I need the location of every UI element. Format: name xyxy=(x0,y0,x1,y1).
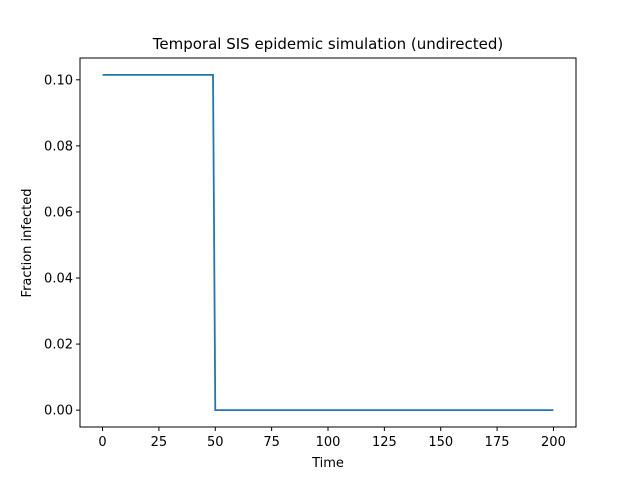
x-tick-label: 25 xyxy=(151,435,168,450)
y-tick-label: 0.00 xyxy=(44,404,73,419)
x-axis-label: Time xyxy=(311,456,344,471)
plot-area xyxy=(102,73,554,412)
x-tick-label: 50 xyxy=(207,435,224,450)
y-axis: 0.00 0.02 0.04 0.06 0.08 0.10 xyxy=(44,73,80,419)
y-tick-label: 0.02 xyxy=(44,338,73,353)
axes-frame xyxy=(79,57,577,428)
y-tick-label: 0.08 xyxy=(44,139,73,154)
x-tick-label: 0 xyxy=(98,435,106,450)
x-tick-label: 75 xyxy=(263,435,280,450)
y-tick-label: 0.04 xyxy=(44,272,73,287)
x-tick-label: 100 xyxy=(316,435,341,450)
y-tick-label: 0.10 xyxy=(44,73,73,88)
x-tick-label: 150 xyxy=(428,435,453,450)
x-tick-label: 175 xyxy=(485,435,510,450)
y-axis-label: Fraction infected xyxy=(20,189,35,298)
x-axis: 0 25 50 75 100 125 150 175 200 xyxy=(98,427,566,450)
series-line-0 xyxy=(102,73,554,412)
x-tick-label: 200 xyxy=(541,435,566,450)
chart-title: Temporal SIS epidemic simulation (undire… xyxy=(152,35,503,53)
y-tick-label: 0.06 xyxy=(44,205,73,220)
x-tick-label: 125 xyxy=(372,435,397,450)
